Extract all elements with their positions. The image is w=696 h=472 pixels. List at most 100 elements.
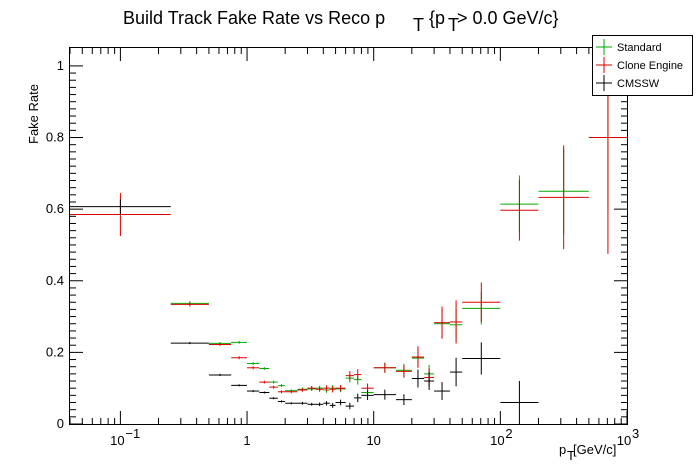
data-point	[269, 385, 278, 389]
data-point	[307, 402, 316, 406]
chart-title-subscript: T	[413, 15, 424, 35]
data-point	[373, 389, 397, 400]
x-axis-label: p T [GeV/c]	[559, 442, 616, 463]
data-point	[170, 341, 209, 345]
x-tick-label: 10 2	[490, 426, 512, 448]
legend-entry: Clone Engine	[596, 57, 683, 73]
data-point	[329, 386, 336, 393]
x-tick-label-exponent: 3	[632, 426, 639, 441]
data-point	[269, 380, 278, 384]
plot-frame	[69, 47, 628, 425]
x-tick-label: 1	[243, 433, 250, 448]
data-point	[354, 393, 362, 403]
data-point	[396, 364, 412, 378]
data-point	[70, 193, 171, 236]
y-axis-ticks: 0 0.2 0.4 0.6 0.8 1	[46, 58, 627, 431]
data-point	[231, 356, 248, 360]
chart-title: Build Track Fake Rate vs Reco p T {p T >…	[123, 8, 559, 35]
data-point	[323, 385, 330, 392]
x-tick-label-base: 10	[617, 433, 631, 448]
y-tick-label: 0.4	[46, 273, 64, 288]
y-tick-label: 0	[57, 416, 64, 431]
data-point	[259, 380, 270, 384]
data-point	[315, 386, 324, 392]
data-point	[345, 402, 355, 410]
chart-title-main: Build Track Fake Rate vs Reco p	[123, 8, 385, 28]
y-tick-label: 0.6	[46, 201, 64, 216]
legend-label: CMSSW	[617, 78, 660, 90]
data-point	[345, 371, 355, 381]
data-point	[500, 381, 539, 424]
data-point	[285, 390, 298, 394]
data-point	[247, 362, 260, 365]
data-point	[449, 357, 463, 387]
legend: Standard Clone Engine CMSSW	[592, 35, 693, 96]
y-axis-label: Fake Rate	[26, 84, 41, 144]
x-axis-ticks: 10 −1 1 10 10 2 10 3	[69, 48, 639, 448]
chart-title-tail: {p	[429, 8, 445, 28]
x-tick-label: 10 −1	[110, 426, 140, 448]
data-point	[208, 343, 232, 346]
data-point	[361, 390, 374, 401]
data-point	[285, 402, 298, 405]
data-point	[373, 362, 397, 373]
series-clone-engine	[70, 48, 627, 394]
x-tick-label: 10	[366, 433, 380, 448]
data-point	[329, 402, 336, 408]
data-point	[396, 394, 412, 406]
data-point	[297, 388, 308, 392]
data-point	[269, 397, 278, 400]
x-tick-label: 10 3	[617, 426, 639, 448]
data-point	[323, 401, 330, 406]
data-point	[538, 145, 589, 250]
data-point	[424, 372, 435, 390]
legend-entry: CMSSW	[596, 75, 660, 91]
data-point	[449, 300, 463, 344]
x-axis-label-tail: [GeV/c]	[573, 442, 616, 457]
legend-entry: Standard	[596, 39, 662, 55]
y-tick-label: 0.8	[46, 130, 64, 145]
x-axis-label-main: p	[559, 442, 566, 457]
data-point	[315, 402, 324, 407]
data-point	[335, 384, 346, 392]
chart-title-tail-subscript: T	[448, 15, 459, 35]
x-tick-label-exponent: −1	[125, 426, 140, 441]
x-axis-label-subscript: T	[567, 448, 575, 463]
x-tick-label-base: 10	[110, 433, 124, 448]
data-point	[70, 199, 171, 214]
data-point	[259, 391, 270, 394]
data-series	[70, 48, 627, 424]
data-point	[277, 400, 286, 403]
legend-label: Clone Engine	[617, 60, 683, 72]
series-standard	[170, 65, 627, 398]
y-tick-label: 1	[57, 58, 64, 73]
x-tick-label-base: 1	[243, 433, 250, 448]
data-point	[297, 401, 308, 405]
data-point	[231, 340, 248, 344]
data-point	[277, 390, 286, 394]
data-point	[462, 282, 501, 322]
data-point	[307, 386, 316, 391]
x-tick-label-base: 10	[366, 433, 380, 448]
data-point	[170, 302, 209, 307]
chart-title-end: > 0.0 GeV/c}	[457, 8, 559, 28]
x-tick-label-base: 10	[490, 433, 504, 448]
legend-label: Standard	[617, 42, 662, 54]
data-point	[411, 346, 425, 368]
y-tick-label: 0.2	[46, 344, 64, 359]
data-point	[434, 306, 450, 339]
data-point	[354, 369, 362, 380]
data-point	[500, 179, 539, 241]
x-tick-label-exponent: 2	[505, 426, 512, 441]
data-point	[259, 367, 270, 370]
data-point	[277, 384, 286, 388]
data-point	[247, 366, 260, 370]
data-point	[462, 342, 501, 375]
data-point	[411, 369, 425, 388]
data-point	[434, 382, 450, 401]
series-cmssw	[70, 199, 539, 424]
data-point	[231, 384, 248, 387]
data-point	[208, 373, 232, 377]
data-point	[335, 399, 346, 406]
